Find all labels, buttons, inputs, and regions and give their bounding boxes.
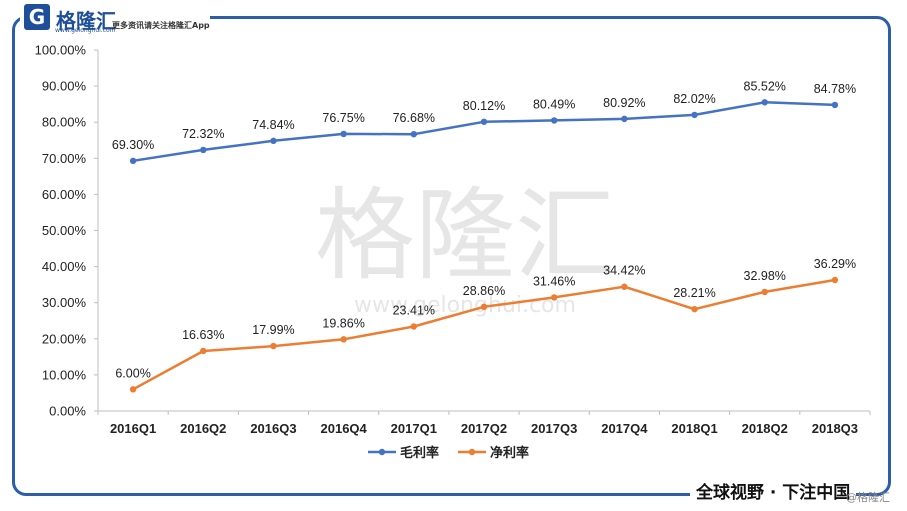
logo-icon: G: [24, 4, 50, 30]
x-tick-label: 2017Q1: [391, 421, 437, 436]
data-point: [621, 283, 628, 290]
y-tick-label: 90.00%: [42, 79, 87, 94]
data-point: [480, 118, 488, 125]
y-tick-label: 40.00%: [42, 259, 87, 274]
logo-name: 格隆汇: [56, 9, 116, 33]
data-point: [340, 336, 347, 343]
data-label: 17.99%: [252, 323, 294, 337]
data-label: 85.52%: [744, 79, 786, 93]
data-label: 74.84%: [252, 118, 294, 132]
y-tick-label: 70.00%: [42, 151, 87, 166]
data-label: 76.68%: [393, 111, 435, 125]
x-tick-label: 2016Q1: [110, 421, 156, 436]
chart-frame: [12, 16, 891, 496]
data-label: 19.86%: [322, 316, 364, 330]
data-label: 84.78%: [814, 82, 856, 96]
y-tick-label: 10.00%: [42, 367, 87, 382]
y-tick-label: 50.00%: [42, 223, 87, 238]
data-label: 80.92%: [603, 96, 645, 110]
data-label: 16.63%: [182, 328, 224, 342]
data-label: 80.49%: [533, 97, 575, 111]
x-tick-label: 2018Q1: [671, 421, 717, 436]
footer-watermark: @格隆汇: [846, 491, 890, 504]
footer-slogan: 全球视野 · 下注中国: [690, 478, 857, 503]
data-point: [410, 323, 418, 330]
data-label: 72.32%: [182, 127, 224, 141]
header-tagline: 更多资讯请关注格隆汇App: [112, 21, 210, 30]
data-point: [550, 117, 558, 124]
y-tick-label: 30.00%: [42, 295, 87, 310]
x-tick-label: 2016Q2: [180, 421, 226, 436]
logo-url: www.gelonghui.com: [55, 27, 116, 34]
x-tick-label: 2017Q4: [601, 421, 648, 436]
legend-swatch-marker: [468, 448, 476, 456]
data-label: 32.98%: [744, 269, 786, 283]
data-point: [691, 111, 698, 119]
y-tick-label: 20.00%: [42, 331, 87, 346]
data-point: [270, 137, 277, 145]
data-label: 34.42%: [603, 264, 645, 278]
x-tick-label: 2018Q3: [812, 421, 858, 436]
x-tick-label: 2017Q2: [461, 421, 507, 436]
data-point: [831, 276, 839, 284]
data-point: [761, 99, 768, 106]
data-point: [480, 303, 488, 311]
data-label: 82.02%: [673, 92, 715, 106]
data-label: 23.41%: [393, 303, 435, 317]
data-point: [270, 342, 277, 350]
data-point: [831, 101, 839, 109]
data-point: [200, 146, 207, 154]
y-tick-label: 100.00%: [35, 43, 87, 58]
data-label: 80.12%: [463, 99, 505, 113]
data-point: [340, 130, 347, 138]
data-point: [129, 157, 137, 165]
data-label: 69.30%: [112, 138, 154, 152]
y-tick-label: 60.00%: [42, 187, 87, 202]
watermark-name: 格隆汇: [315, 177, 615, 294]
legend-label: 毛利率: [400, 445, 439, 461]
x-tick-label: 2016Q4: [321, 421, 368, 436]
data-label: 28.86%: [463, 284, 505, 298]
x-tick-label: 2017Q3: [531, 421, 577, 436]
y-tick-label: 0.00%: [49, 404, 86, 419]
data-label: 31.46%: [533, 274, 575, 288]
data-label: 6.00%: [115, 366, 150, 380]
data-label: 36.29%: [814, 257, 856, 271]
data-point: [550, 294, 558, 301]
legend-label: 净利率: [490, 445, 529, 461]
watermark-url: www.gelonghui.com: [354, 293, 576, 318]
data-point: [200, 347, 207, 355]
y-tick-label: 80.00%: [42, 115, 87, 130]
data-label: 28.21%: [673, 286, 715, 300]
x-tick-label: 2018Q2: [742, 421, 788, 436]
data-point: [129, 386, 137, 393]
legend-swatch-marker: [378, 448, 386, 456]
data-point: [410, 130, 418, 138]
data-label: 76.75%: [322, 111, 364, 125]
data-point: [621, 115, 628, 123]
x-tick-label: 2016Q3: [250, 421, 296, 436]
data-point: [691, 305, 698, 313]
header-background: [20, 10, 210, 35]
data-point: [761, 288, 768, 296]
